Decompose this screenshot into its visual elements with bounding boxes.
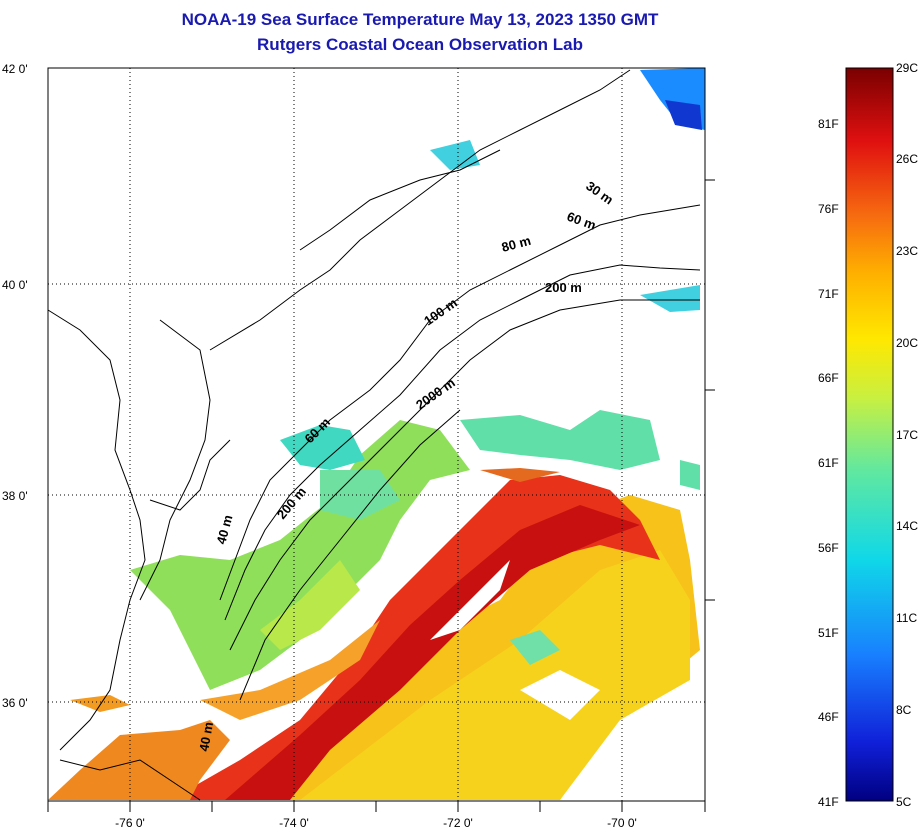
isobath-label: 40 m [196, 721, 216, 753]
lon-label: -70 0' [607, 816, 637, 830]
colorbar-c-label: 8C [896, 703, 912, 717]
colorbar-f-label: 41F [818, 795, 839, 809]
isobaths [219, 204, 701, 701]
lat-label: 36 0' [2, 696, 28, 710]
colorbar-c-label: 23C [896, 244, 919, 258]
colorbar-c-label: 26C [896, 152, 919, 166]
colorbar-f-label: 56F [818, 541, 839, 555]
colorbar-c-label: 5C [896, 795, 912, 809]
isobath-label: 200 m [545, 280, 582, 295]
colorbar-f-label: 71F [818, 287, 839, 301]
map-title: NOAA-19 Sea Surface Temperature May 13, … [181, 10, 659, 29]
lon-label: -74 0' [279, 816, 309, 830]
lon-label: -76 0' [115, 816, 145, 830]
isobath-label: 30 m [583, 178, 616, 207]
colorbar-f-label: 51F [818, 626, 839, 640]
colorbar-f-label: 66F [818, 371, 839, 385]
map-subtitle: Rutgers Coastal Ocean Observation Lab [257, 35, 583, 54]
lat-label: 40 0' [2, 278, 28, 292]
colorbar-f-label: 81F [818, 117, 839, 131]
graticule [48, 68, 705, 801]
lat-label: 38 0' [2, 489, 28, 503]
sst-field [48, 68, 705, 800]
isobath-label: 60 m [565, 209, 598, 233]
colorbar-c-label: 14C [896, 519, 919, 533]
colorbar-c-label: 20C [896, 336, 919, 350]
isobath-label: 40 m [213, 513, 235, 546]
coastline [47, 69, 631, 801]
lat-label: 42 0' [2, 62, 28, 76]
isobath-label: 100 m [421, 295, 460, 328]
isobath-label: 200 m [274, 484, 309, 522]
colorbar-c-label: 17C [896, 428, 919, 442]
colorbar-c-label: 11C [896, 611, 918, 625]
isobath-label: 80 m [500, 233, 533, 255]
axis-ticks [47, 179, 715, 812]
colorbar-f-label: 76F [818, 202, 839, 216]
colorbar-f-label: 61F [818, 456, 839, 470]
isobath-label: 2000 m [413, 375, 458, 413]
colorbar-f-label: 46F [818, 710, 839, 724]
colorbar [845, 67, 894, 802]
colorbar-c-label: 29C [896, 61, 919, 75]
lon-label: -72 0' [443, 816, 473, 830]
